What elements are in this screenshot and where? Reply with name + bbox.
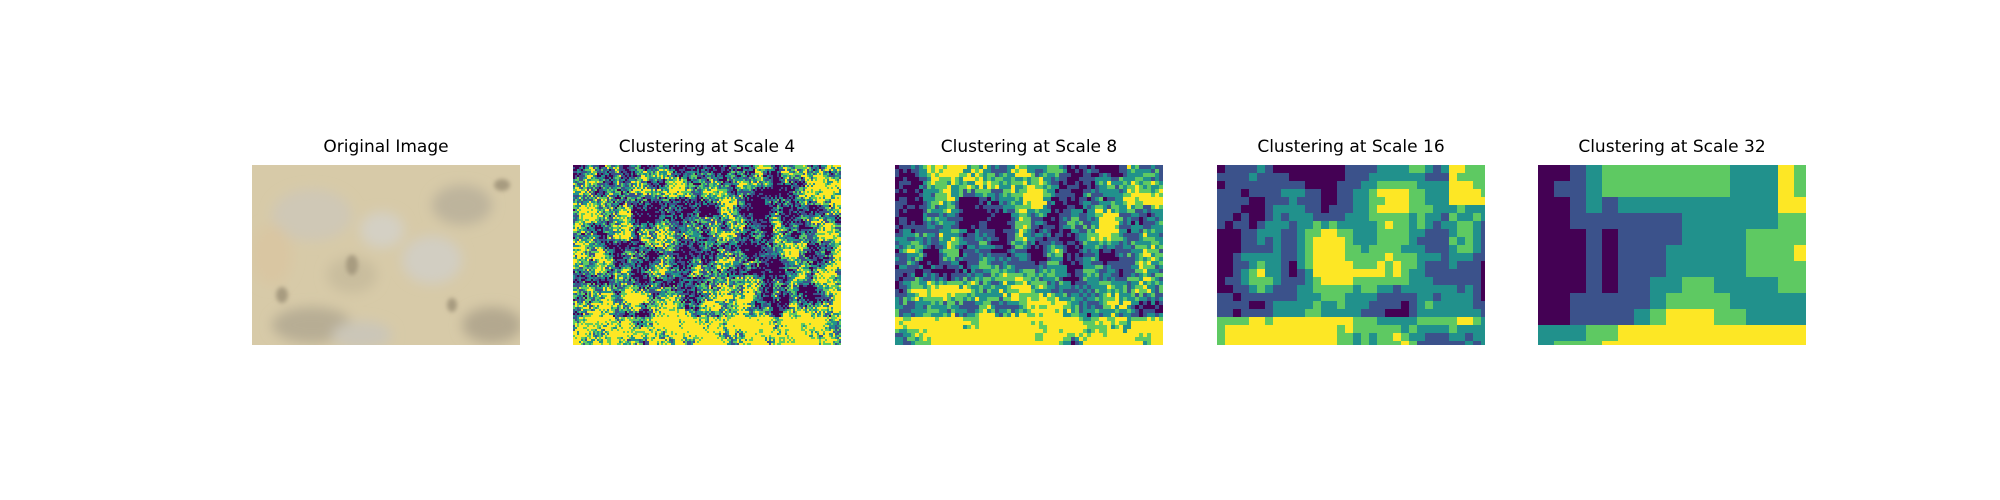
- panel-title: Clustering at Scale 4: [618, 137, 796, 157]
- original-aerial-photo: [252, 165, 520, 345]
- panel-title: Clustering at Scale 32: [1578, 137, 1766, 157]
- panel-title: Original Image: [323, 137, 449, 157]
- cluster-map-scale-4: [573, 165, 841, 345]
- panel-title: Clustering at Scale 16: [1257, 137, 1445, 157]
- cluster-map-scale-16: [1217, 165, 1485, 345]
- cluster-map-scale-8: [895, 165, 1163, 345]
- cluster-map-scale-32: [1538, 165, 1806, 345]
- panel-title: Clustering at Scale 8: [940, 137, 1118, 157]
